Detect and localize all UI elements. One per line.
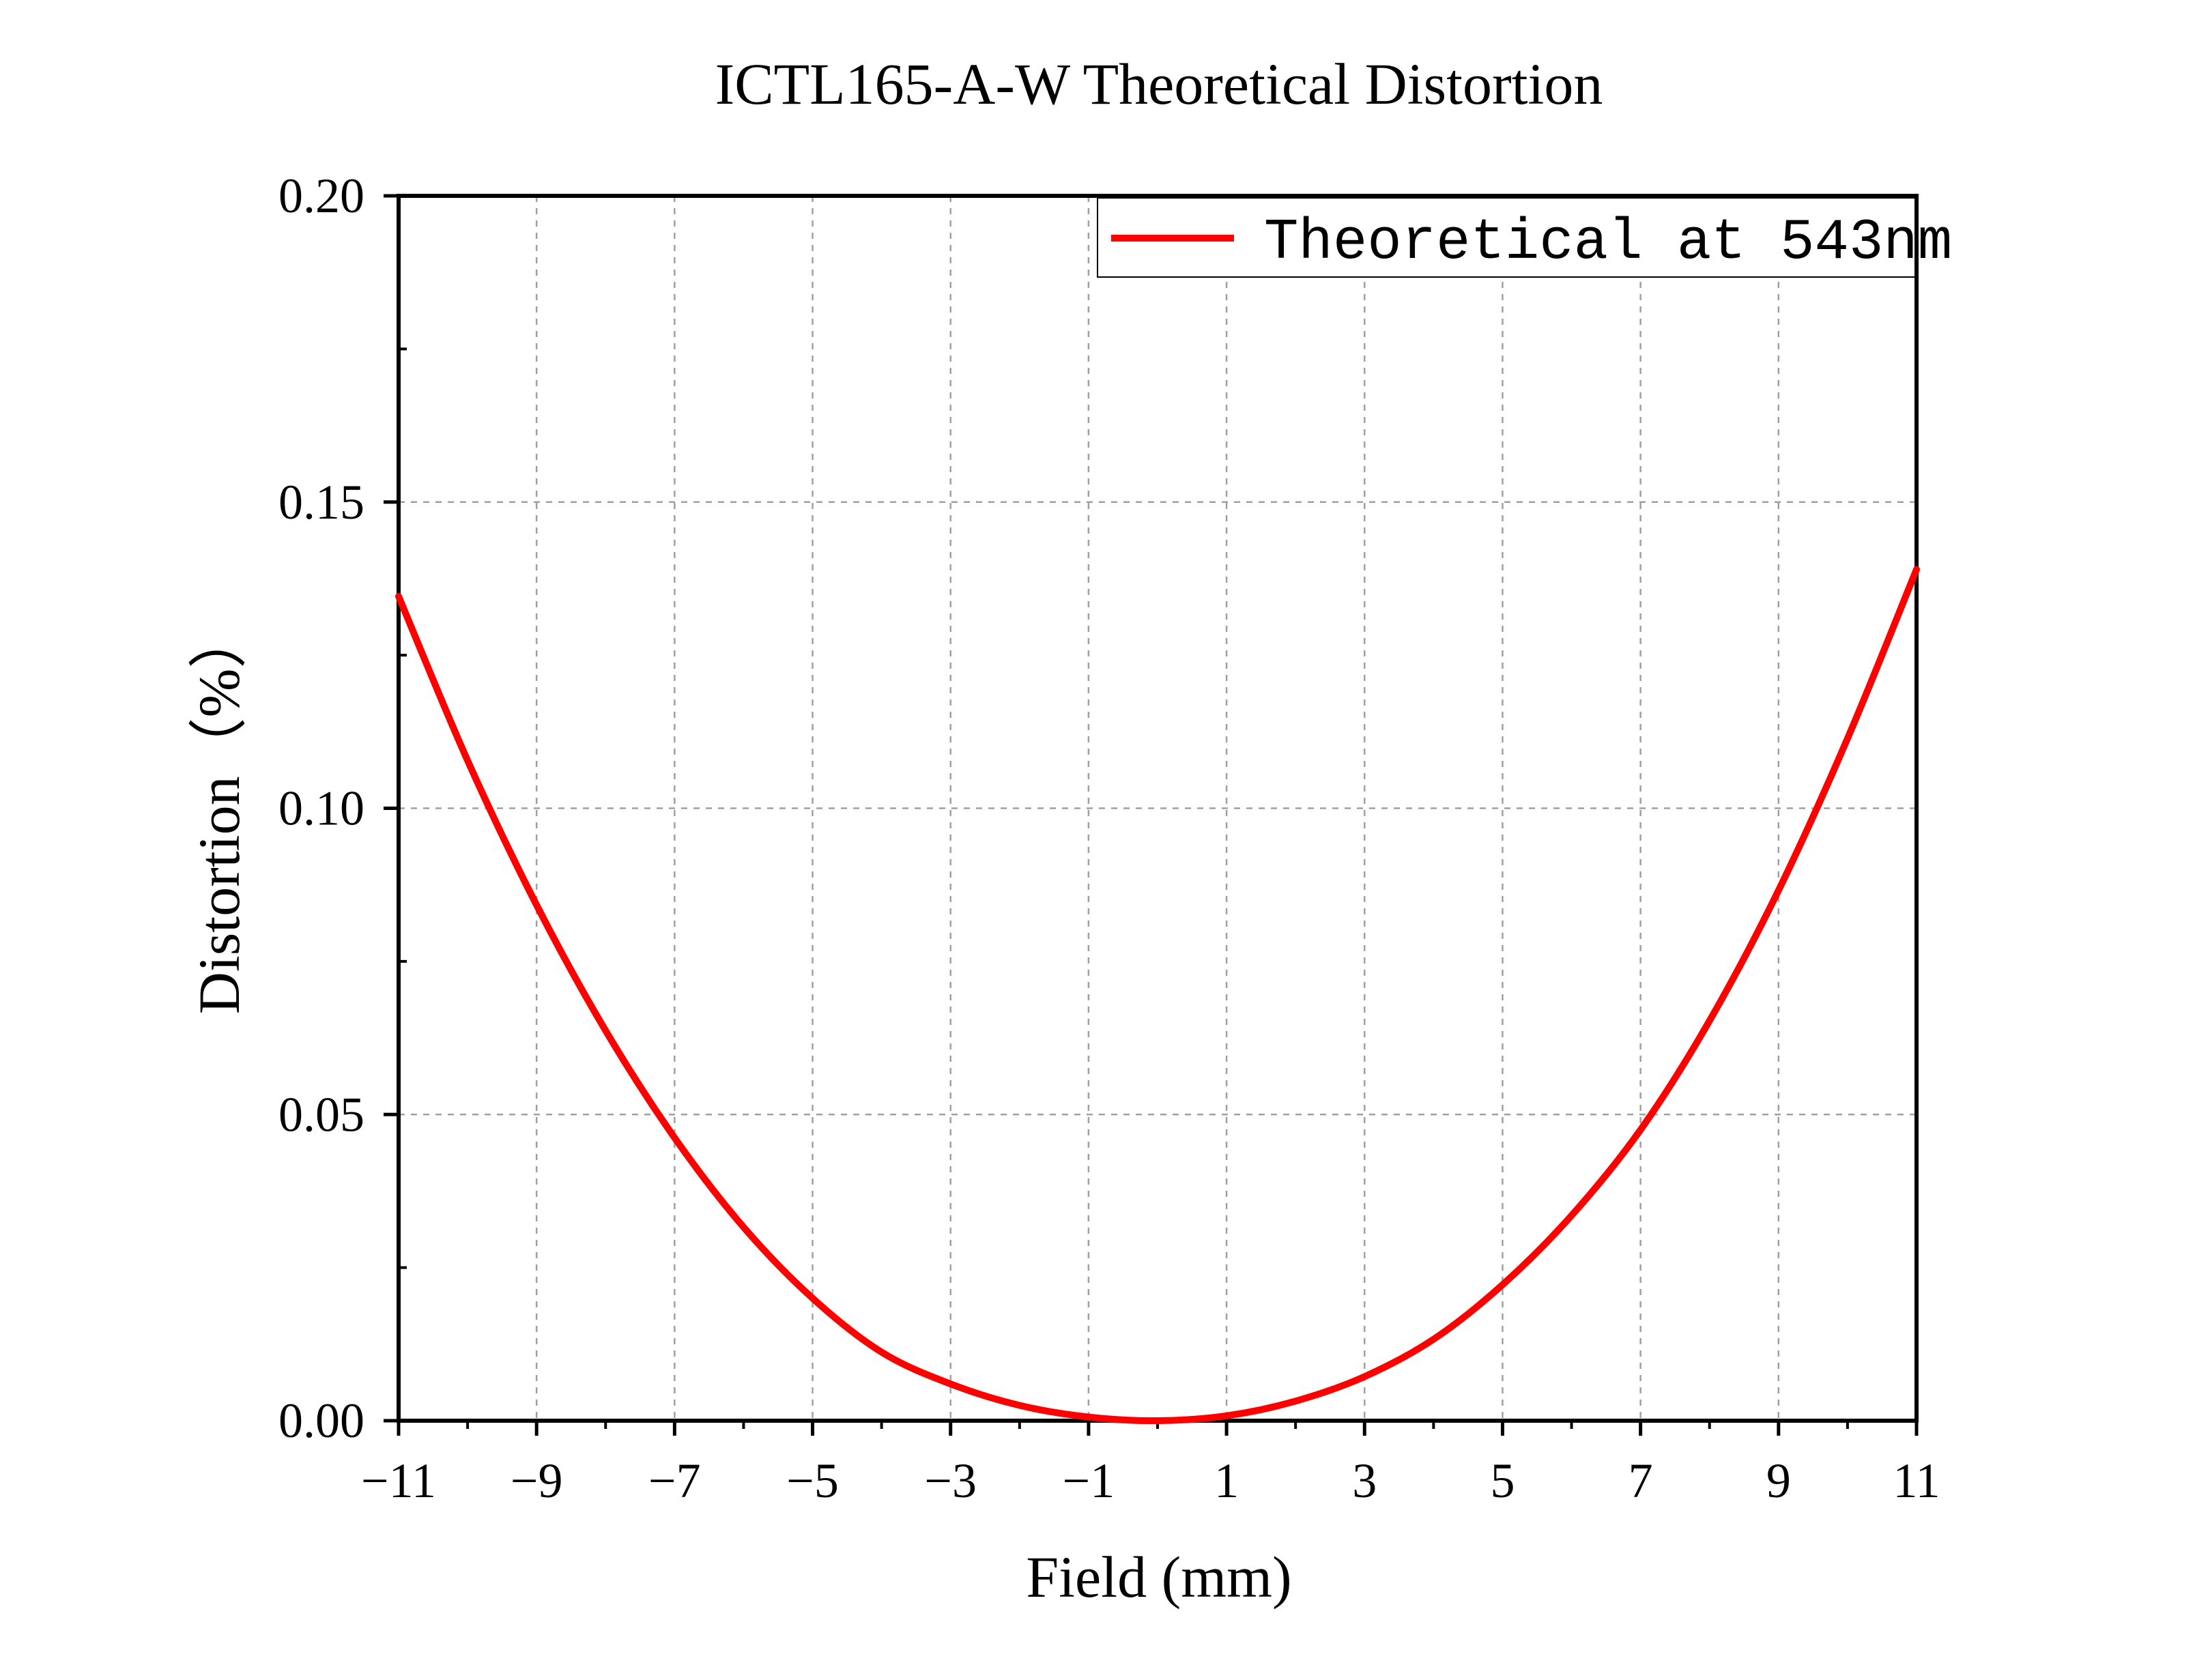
data-point [948,1381,953,1387]
data-point [672,1135,677,1140]
series-points [396,566,1919,1423]
y-axis-label: Distortion（%） [186,610,252,1014]
data-point [1224,1413,1229,1419]
data-point [741,1224,746,1230]
data-point [1500,1282,1505,1288]
x-tick-label: −5 [786,1453,839,1508]
x-tick-label: 7 [1629,1453,1653,1508]
data-point [1293,1398,1298,1404]
chart-title: ICTL165-A-W Theoretical Distortion [715,51,1603,117]
data-point [1707,1018,1712,1024]
x-tick-label: 9 [1766,1453,1791,1508]
x-tick-label: 11 [1893,1453,1940,1508]
y-tick-label: 0.00 [278,1393,364,1448]
y-axis-ticks: 0.00 0.05 0.10 0.15 0.20 [278,169,407,1448]
data-point [1017,1403,1022,1408]
y-tick-label: 0.05 [278,1087,364,1142]
data-point [879,1349,885,1355]
y-tick-label: 0.15 [278,475,364,530]
data-point [1155,1418,1160,1423]
x-tick-label: −11 [361,1453,436,1508]
legend-label: Theoretical at 543nm [1264,211,1952,276]
data-point [534,902,539,908]
x-tick-label: −3 [924,1453,977,1508]
data-point [1569,1213,1575,1218]
series-line [395,566,1920,1425]
data-point [465,757,470,763]
data-point [1776,888,1781,893]
x-axis-ticks: −11 −9 −7 −5 −3 −1 1 3 5 7 9 11 [361,1421,1940,1508]
x-tick-label: −1 [1063,1453,1115,1508]
data-point [1845,736,1850,741]
x-tick-label: −9 [511,1453,563,1508]
grid-lines [399,196,1917,1421]
x-tick-label: −7 [648,1453,701,1508]
data-point [396,594,401,599]
data-point [1914,566,1919,572]
data-point [603,1028,608,1033]
data-point [1362,1374,1367,1379]
data-point [810,1296,816,1301]
x-tick-label: 1 [1214,1453,1239,1508]
x-tick-label: 5 [1490,1453,1515,1508]
legend: Theoretical at 543nm [1097,197,1952,278]
y-tick-label: 0.10 [278,781,364,836]
data-point [1431,1337,1436,1342]
y-tick-label: 0.20 [278,169,364,223]
data-point [1638,1127,1644,1133]
data-point [1086,1415,1091,1420]
x-axis-label: Field (mm) [1026,1544,1291,1610]
x-tick-label: 3 [1352,1453,1377,1508]
